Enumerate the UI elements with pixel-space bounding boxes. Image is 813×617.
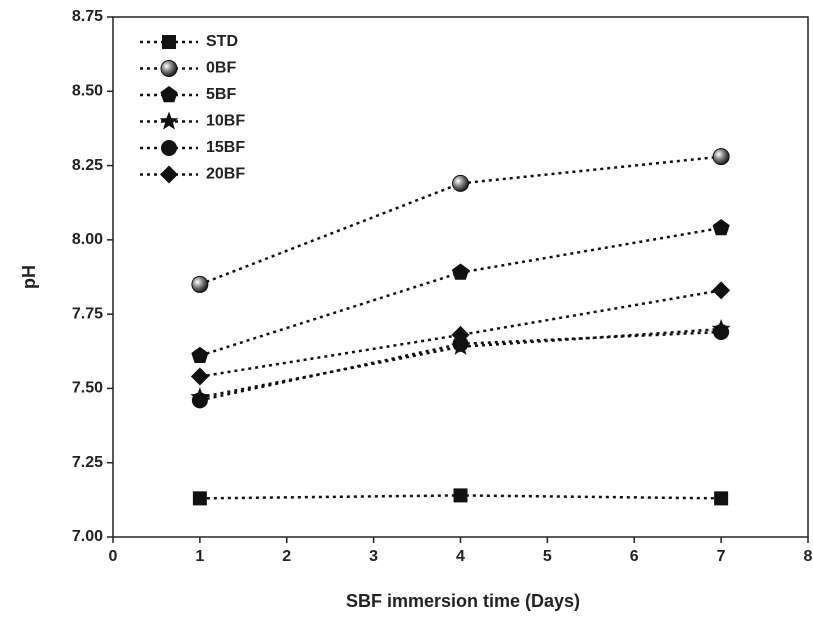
legend-marker <box>159 111 179 130</box>
y-tick-label: 8.75 <box>72 8 103 25</box>
x-tick-label: 2 <box>282 548 291 565</box>
data-point <box>190 367 209 386</box>
data-point <box>451 325 470 344</box>
legend-marker <box>162 35 176 49</box>
x-tick-label: 5 <box>543 548 552 565</box>
data-point <box>452 174 469 192</box>
x-tick-label: 1 <box>195 548 204 565</box>
x-axis-label: SBF immersion time (Days) <box>346 591 580 611</box>
data-point <box>712 219 730 236</box>
data-point <box>714 491 729 506</box>
legend-label: 10BF <box>206 113 245 130</box>
y-tick-label: 7.25 <box>72 454 103 471</box>
legend-label: 15BF <box>206 139 245 156</box>
data-point <box>191 392 208 409</box>
data-point <box>191 275 209 293</box>
x-tick-label: 0 <box>109 548 118 565</box>
y-tick-label: 7.75 <box>72 305 103 322</box>
data-point <box>451 263 470 280</box>
series-line <box>199 155 722 286</box>
legend-label: 20BF <box>206 166 245 183</box>
y-tick-label: 8.00 <box>72 231 103 248</box>
x-tick-label: 6 <box>630 548 639 565</box>
legend-marker <box>160 165 178 184</box>
y-axis-label: pH <box>19 265 39 289</box>
x-tick-label: 4 <box>456 548 465 565</box>
legend-marker <box>161 140 177 156</box>
data-point <box>192 491 207 506</box>
x-tick-label: 8 <box>804 548 813 565</box>
data-point <box>713 323 730 340</box>
data-point <box>453 488 468 503</box>
data-point <box>191 346 209 363</box>
legend-label: STD <box>206 33 238 50</box>
data-point <box>712 281 731 300</box>
x-tick-label: 7 <box>717 548 726 565</box>
legend-marker <box>160 86 178 103</box>
y-tick-label: 7.00 <box>72 528 103 545</box>
legend-label: 5BF <box>206 86 236 103</box>
legend-label: 0BF <box>206 60 236 77</box>
y-tick-label: 7.50 <box>72 380 103 397</box>
data-point <box>712 148 730 166</box>
legend-marker <box>160 60 178 77</box>
y-tick-label: 8.50 <box>72 83 103 100</box>
x-tick-label: 3 <box>369 548 378 565</box>
y-tick-label: 8.25 <box>72 157 103 174</box>
